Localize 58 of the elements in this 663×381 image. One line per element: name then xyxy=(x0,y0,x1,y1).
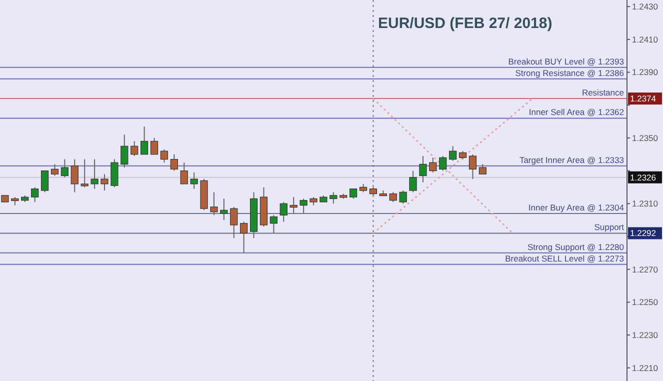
candlestick xyxy=(50,164,59,176)
ref-line-label: Inner Sell Area @ 1.2362 xyxy=(528,107,624,118)
ref-line-label: Resistance xyxy=(582,88,624,98)
y-tick-label: 1.2250 xyxy=(632,297,658,308)
candlestick xyxy=(150,137,158,155)
y-tick-label: 1.2410 xyxy=(632,34,658,44)
candlestick xyxy=(389,192,397,202)
ref-line-label: Inner Buy Area @ 1.2304 xyxy=(528,202,624,212)
candlestick xyxy=(31,186,39,202)
candlestick xyxy=(60,158,68,178)
candlestick xyxy=(449,146,457,162)
annotation: 1.2374 xyxy=(630,94,656,104)
annotation: 1.2292 xyxy=(630,228,656,238)
ref-line-label: Target Inner Area @ 1.2333 xyxy=(519,154,624,165)
candlestick xyxy=(70,158,78,193)
candlestick xyxy=(399,190,407,204)
candlestick xyxy=(120,134,128,168)
candlestick xyxy=(468,154,477,180)
candlestick xyxy=(429,157,437,173)
candlestick xyxy=(90,158,98,190)
candlestick xyxy=(220,198,228,221)
candlestick xyxy=(290,196,298,214)
y-tick-label: 1.2230 xyxy=(632,330,658,340)
y-tick-label: 1.2390 xyxy=(632,67,658,78)
candlestick xyxy=(280,201,288,222)
candlestick xyxy=(270,214,278,234)
text: EUR/USD (FEB 27/ 2018) xyxy=(378,15,552,32)
y-tick-label: 1.2430 xyxy=(632,2,658,12)
candlestick xyxy=(419,156,427,183)
candlestick xyxy=(190,172,198,190)
candlestick xyxy=(439,156,447,172)
y-tick-label: 1.2210 xyxy=(632,362,658,373)
candlestick xyxy=(409,170,417,193)
candlestick xyxy=(110,158,118,188)
candlestick xyxy=(330,192,338,204)
candlestick xyxy=(100,174,108,191)
candlestick xyxy=(478,164,486,175)
ref-line-label: Breakout SELL Level @ 1.2273 xyxy=(505,253,624,264)
candlestick xyxy=(130,140,138,157)
candlestick xyxy=(140,126,148,155)
ref-line-label: Breakout BUY Level @ 1.2393 xyxy=(508,56,624,66)
candlestick xyxy=(170,154,178,172)
candlestick xyxy=(80,158,88,188)
candlestick xyxy=(230,206,238,239)
candlestick xyxy=(300,198,308,214)
candlestick xyxy=(40,170,49,193)
candlestick xyxy=(160,148,168,164)
ref-line-label: Strong Support @ 1.2280 xyxy=(527,242,624,252)
ref-line-label: Strong Resistance @ 1.2386 xyxy=(515,68,624,78)
candlestick xyxy=(350,188,358,200)
y-tick-label: 1.2310 xyxy=(632,198,658,209)
y-tick-label: 1.2350 xyxy=(632,132,658,143)
y-tick-label: 1.2270 xyxy=(632,264,658,274)
ref-line-label: Support xyxy=(594,222,625,232)
candlestick xyxy=(240,221,248,254)
candlestick xyxy=(210,192,218,216)
candlestick xyxy=(180,162,188,184)
annotation: 1.2326 xyxy=(630,172,656,182)
